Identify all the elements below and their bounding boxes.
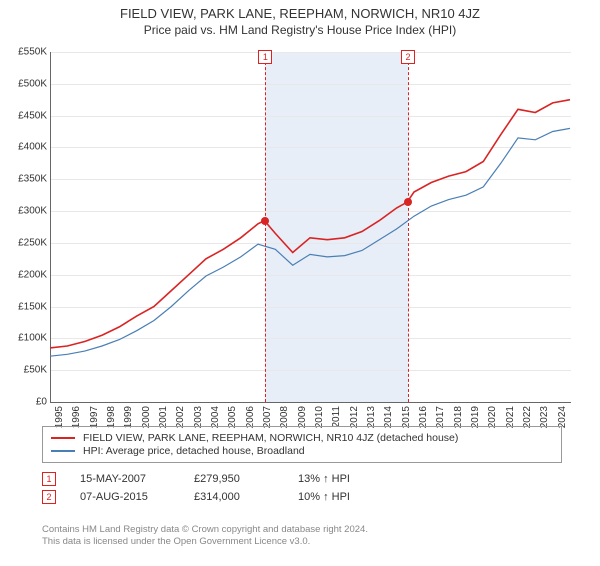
x-tick-label: 2021: [505, 406, 516, 428]
sale-price: £279,950: [194, 473, 274, 485]
x-tick-label: 2006: [245, 406, 256, 428]
x-tick-label: 2012: [349, 406, 360, 428]
sale-marker: 1: [42, 472, 56, 486]
sale-pct: 10% ↑ HPI: [298, 491, 388, 503]
x-tick-label: 2005: [227, 406, 238, 428]
y-tick-label: £100K: [18, 333, 47, 344]
x-tick-label: 2011: [331, 406, 342, 428]
sale-pct: 13% ↑ HPI: [298, 473, 388, 485]
sales-table: 1 15-MAY-2007 £279,950 13% ↑ HPI 2 07-AUG-201…: [42, 468, 562, 508]
y-tick-label: £0: [36, 397, 47, 408]
y-tick-label: £50K: [24, 365, 47, 376]
y-tick-label: £150K: [18, 301, 47, 312]
legend-swatch: [51, 450, 75, 452]
sale-date: 07-AUG-2015: [80, 491, 170, 503]
legend-item: HPI: Average price, detached house, Broa…: [51, 445, 553, 457]
sale-date: 15-MAY-2007: [80, 473, 170, 485]
y-tick-label: £300K: [18, 206, 47, 217]
x-tick-label: 2002: [175, 406, 186, 428]
x-tick-label: 2016: [418, 406, 429, 428]
x-tick-label: 2019: [470, 406, 481, 428]
legend-label: HPI: Average price, detached house, Broa…: [83, 445, 305, 457]
y-tick-label: £250K: [18, 237, 47, 248]
x-tick-label: 2024: [557, 406, 568, 428]
x-tick-label: 2018: [453, 406, 464, 428]
x-tick-label: 2009: [297, 406, 308, 428]
page-title: FIELD VIEW, PARK LANE, REEPHAM, NORWICH,…: [0, 6, 600, 21]
chart: £0£50K£100K£150K£200K£250K£300K£350K£400…: [50, 52, 570, 402]
sale-row: 1 15-MAY-2007 £279,950 13% ↑ HPI: [42, 472, 562, 486]
x-tick-label: 2015: [401, 406, 412, 428]
sale-price: £314,000: [194, 491, 274, 503]
x-tick-label: 1999: [123, 406, 134, 428]
y-tick-label: £500K: [18, 78, 47, 89]
x-tick-label: 2010: [314, 406, 325, 428]
x-tick-label: 1998: [106, 406, 117, 428]
x-tick-label: 2020: [487, 406, 498, 428]
y-tick-label: £450K: [18, 110, 47, 121]
footer-line2: This data is licensed under the Open Gov…: [42, 536, 562, 548]
legend-label: FIELD VIEW, PARK LANE, REEPHAM, NORWICH,…: [83, 432, 458, 444]
x-tick-label: 2008: [279, 406, 290, 428]
x-tick-label: 2000: [141, 406, 152, 428]
x-tick-label: 2013: [366, 406, 377, 428]
sale-marker: 2: [42, 490, 56, 504]
x-tick-label: 1997: [89, 406, 100, 428]
x-tick-label: 1995: [54, 406, 65, 428]
x-tick-label: 2014: [383, 406, 394, 428]
page-subtitle: Price paid vs. HM Land Registry's House …: [0, 23, 600, 37]
y-tick-label: £400K: [18, 142, 47, 153]
sale-row: 2 07-AUG-2015 £314,000 10% ↑ HPI: [42, 490, 562, 504]
y-tick-label: £550K: [18, 47, 47, 58]
x-tick-label: 1996: [71, 406, 82, 428]
legend-item: FIELD VIEW, PARK LANE, REEPHAM, NORWICH,…: [51, 432, 553, 444]
y-tick-label: £350K: [18, 174, 47, 185]
footer-line1: Contains HM Land Registry data © Crown c…: [42, 524, 562, 536]
x-tick-label: 2017: [435, 406, 446, 428]
x-tick-label: 2022: [522, 406, 533, 428]
x-tick-label: 2004: [210, 406, 221, 428]
series-price_paid: [50, 100, 570, 348]
x-tick-label: 2023: [539, 406, 550, 428]
footer: Contains HM Land Registry data © Crown c…: [42, 524, 562, 549]
y-tick-label: £200K: [18, 269, 47, 280]
line-series: [50, 52, 570, 402]
legend-swatch: [51, 437, 75, 439]
x-tick-label: 2003: [193, 406, 204, 428]
legend: FIELD VIEW, PARK LANE, REEPHAM, NORWICH,…: [42, 426, 562, 463]
x-tick-label: 2007: [262, 406, 273, 428]
x-tick-label: 2001: [158, 406, 169, 428]
